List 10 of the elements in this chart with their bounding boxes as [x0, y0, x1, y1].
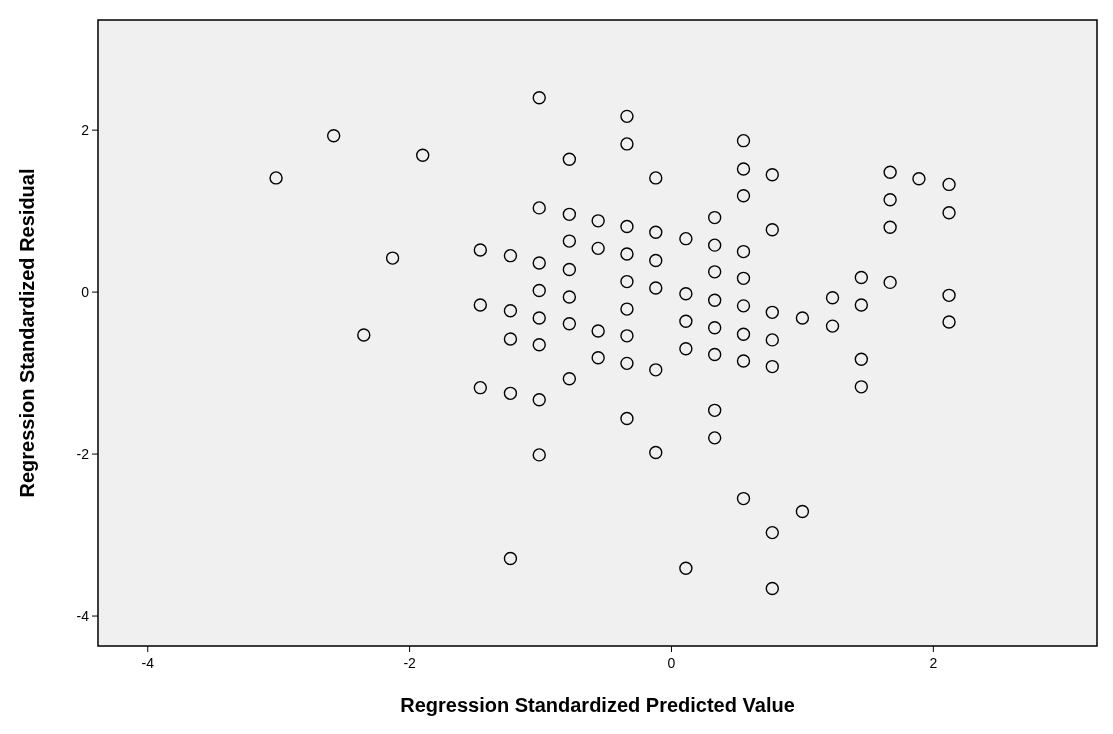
x-axis-title: Regression Standardized Predicted Value [400, 694, 795, 716]
x-tick-label: -4 [141, 655, 155, 671]
x-tick-label: -2 [403, 655, 417, 671]
y-tick-label: 2 [81, 122, 90, 139]
y-axis-title: Regression Standardized Residual [16, 168, 38, 498]
x-tick-label: 0 [667, 655, 676, 671]
y-tick-label: -2 [76, 446, 90, 463]
x-tick-label: 2 [929, 655, 938, 671]
y-tick-label: -4 [76, 608, 90, 625]
y-tick-label: 0 [81, 284, 90, 301]
